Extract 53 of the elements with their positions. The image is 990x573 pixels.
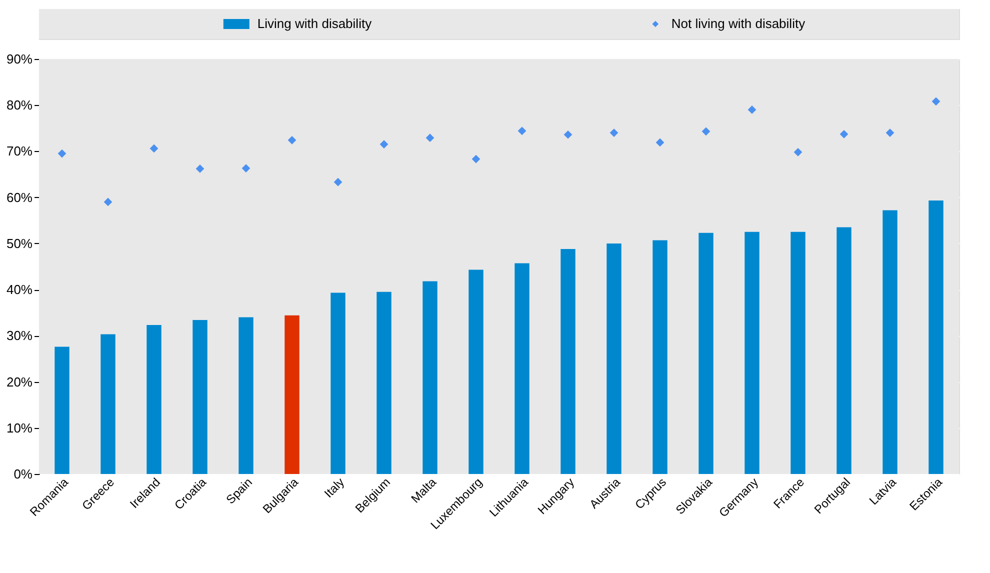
- bar: [928, 200, 944, 474]
- point: [58, 149, 66, 158]
- y-tick-label: 0%: [14, 466, 33, 482]
- y-tick-label: 60%: [6, 190, 33, 205]
- bar: [560, 248, 576, 474]
- bar: [330, 292, 346, 474]
- bar: [882, 210, 898, 474]
- point: [104, 198, 112, 206]
- bar: [54, 346, 70, 474]
- bar: [698, 232, 714, 474]
- point: [564, 130, 572, 139]
- y-tick-label: 90%: [6, 52, 33, 66]
- bar: [514, 263, 530, 474]
- point: [840, 130, 848, 138]
- y-tick-label: 50%: [6, 236, 33, 251]
- bar: [238, 317, 254, 474]
- point: [748, 106, 756, 114]
- point: [426, 134, 434, 142]
- point: [196, 164, 204, 173]
- x-tick-label: Italy: [322, 475, 347, 501]
- bar: [836, 227, 852, 474]
- bar: [606, 243, 622, 474]
- point: [288, 136, 296, 144]
- bar: [422, 281, 438, 474]
- point: [242, 164, 250, 172]
- bar: [468, 270, 484, 474]
- y-tick-label: 10%: [6, 420, 33, 436]
- point: [518, 126, 526, 136]
- point: [886, 128, 894, 137]
- bar: [744, 232, 760, 474]
- point: [150, 144, 158, 153]
- bar: [100, 334, 116, 474]
- y-tick-label: 40%: [6, 282, 33, 298]
- y-tick-label: 70%: [6, 144, 33, 159]
- legend-label: Living with disability: [257, 16, 372, 31]
- point: [932, 97, 940, 106]
- y-tick-label: 20%: [6, 374, 33, 390]
- bar: [790, 232, 806, 474]
- point: [702, 127, 710, 136]
- legend-label: Not living with disability: [671, 16, 806, 31]
- point: [656, 138, 664, 147]
- y-tick-label: 80%: [6, 98, 33, 113]
- bar: [652, 240, 668, 474]
- point: [794, 148, 802, 156]
- y-tick-label: 30%: [6, 328, 33, 344]
- point: [380, 140, 388, 148]
- bar: [376, 292, 392, 474]
- point: [334, 178, 342, 186]
- point: [610, 128, 618, 137]
- bar: [192, 320, 208, 474]
- point: [472, 154, 480, 164]
- bar: [146, 325, 162, 474]
- bar: [284, 315, 300, 474]
